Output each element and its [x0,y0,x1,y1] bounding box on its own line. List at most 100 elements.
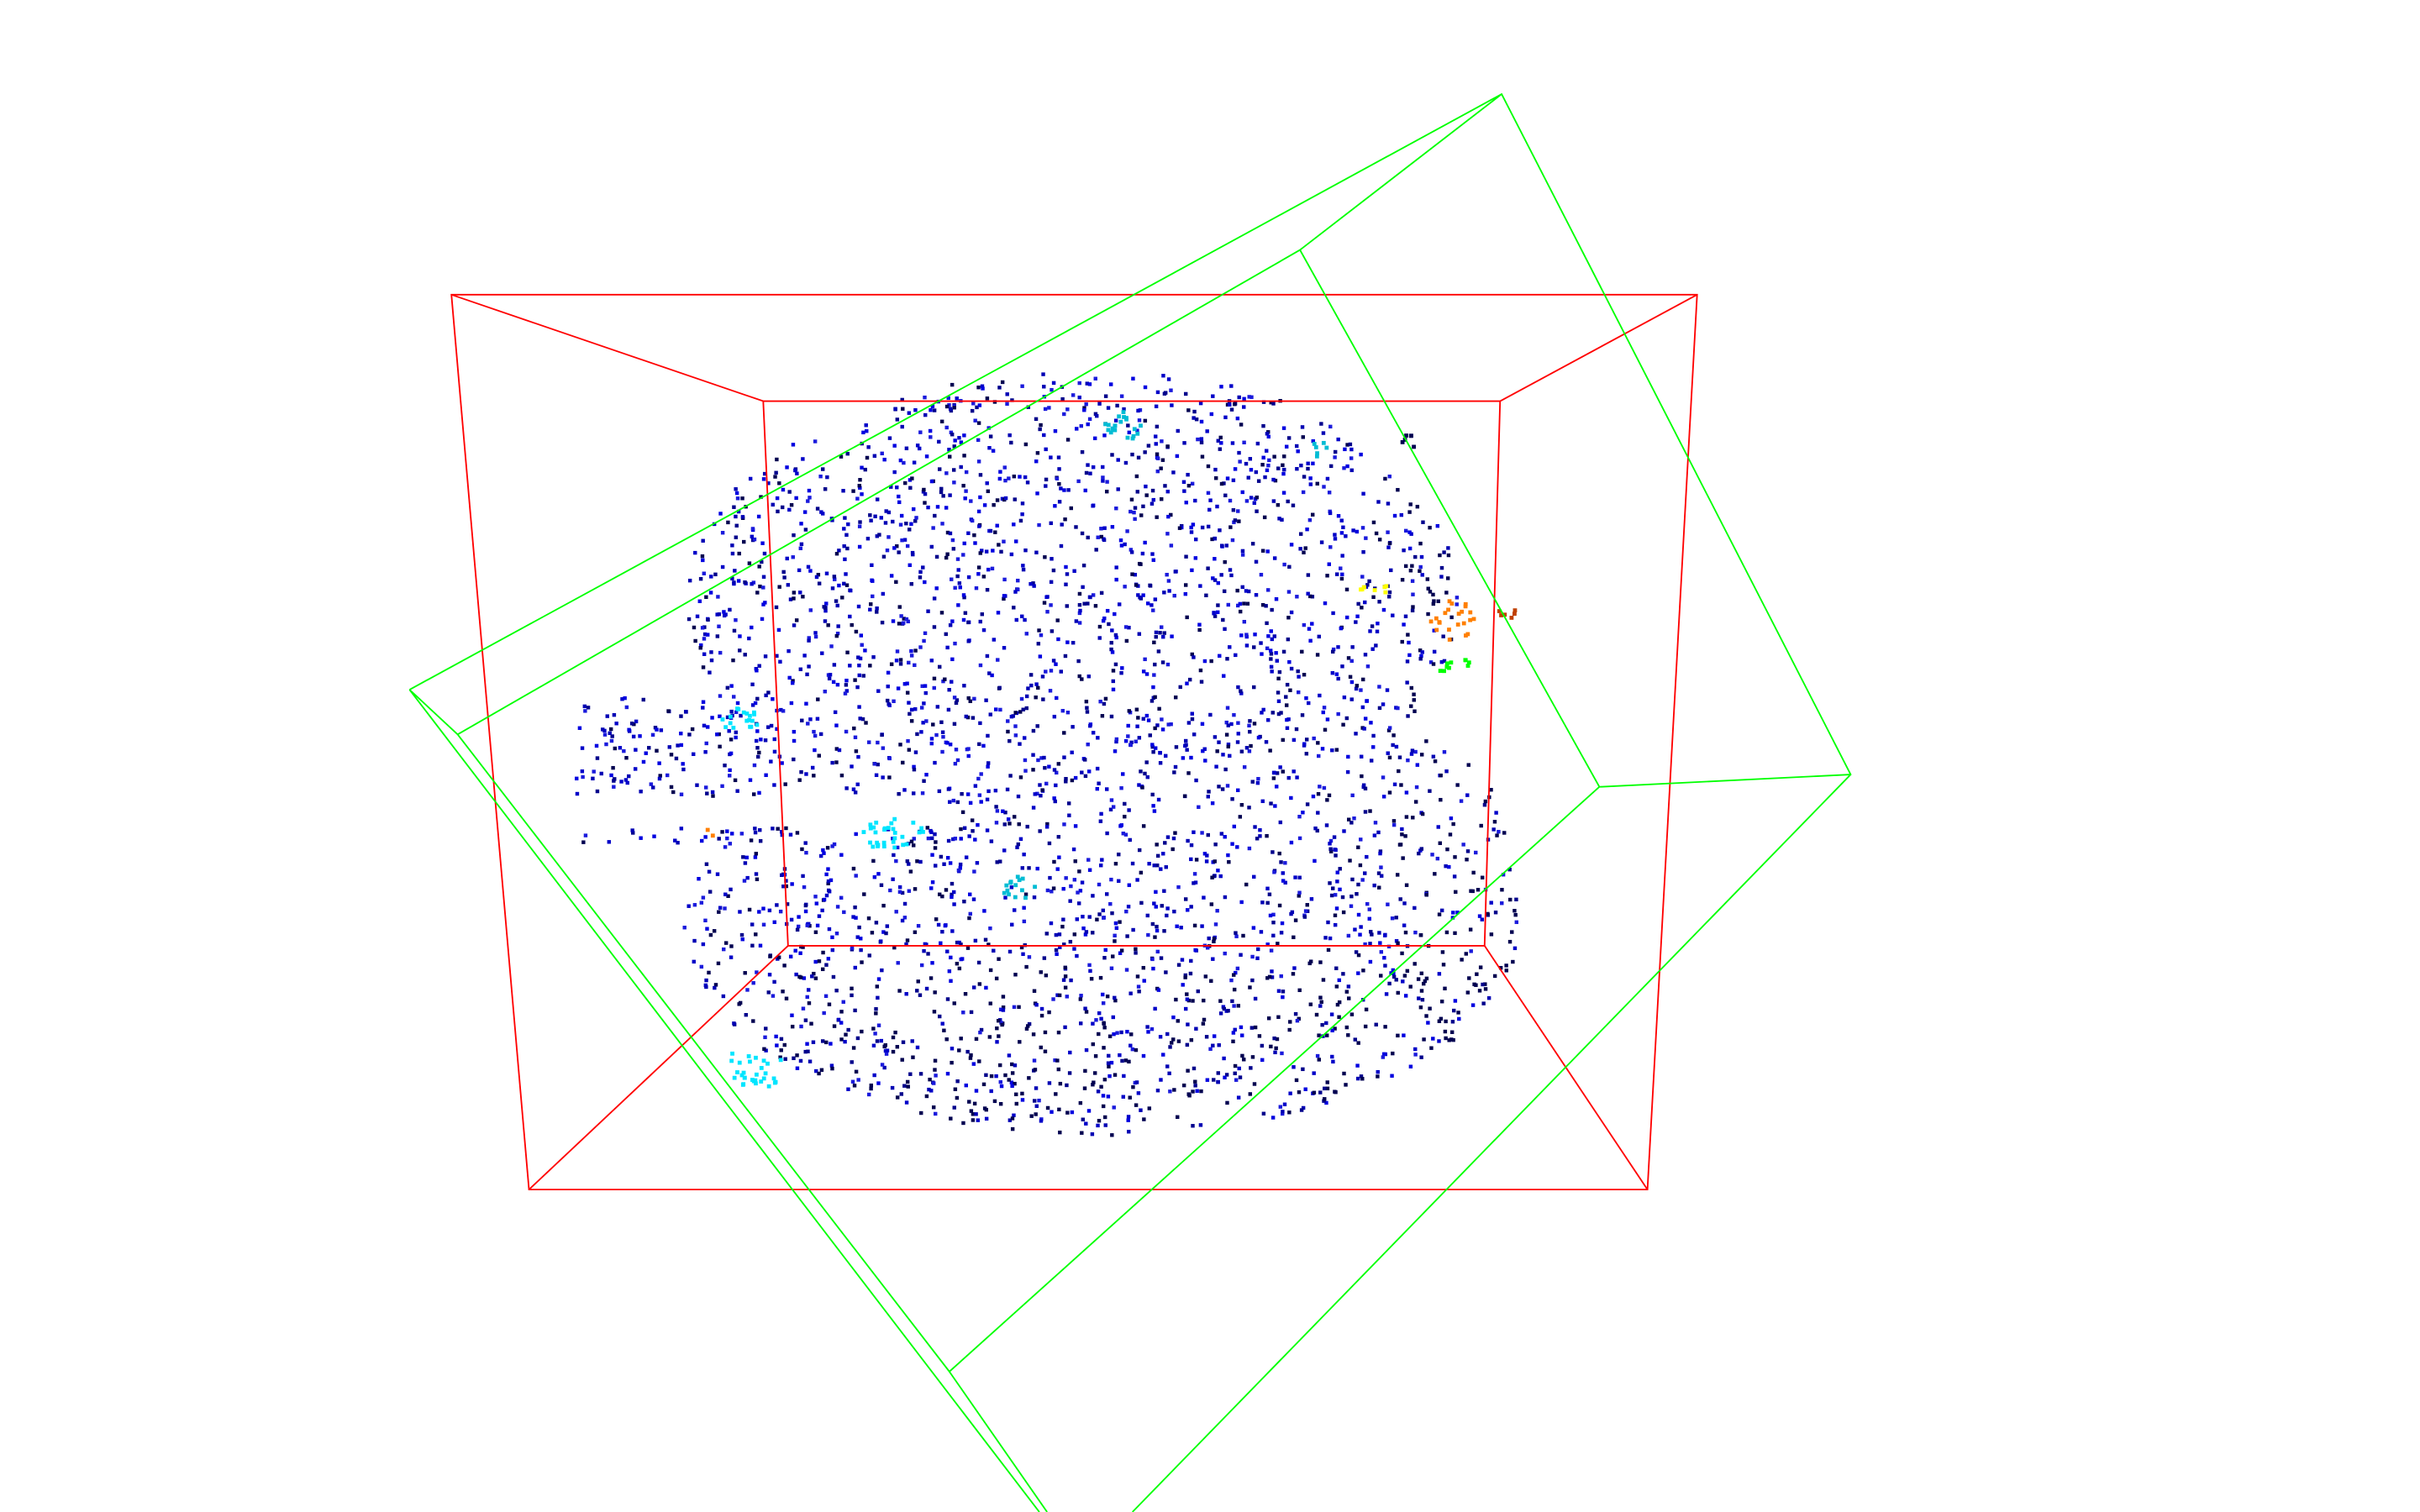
point [1218,654,1222,658]
point [812,729,816,734]
point [1449,816,1454,821]
point [1271,477,1276,482]
point [1181,756,1186,760]
point [924,773,929,777]
point [1085,706,1089,710]
point [1043,555,1047,559]
point [1206,832,1210,837]
point [807,488,812,493]
point [948,454,952,459]
point [1220,543,1224,548]
point [1514,920,1519,925]
point [1136,408,1140,413]
point [722,610,726,614]
outlier-point [763,1071,768,1076]
point [1206,491,1211,496]
point [1413,930,1418,935]
point [1099,1084,1103,1089]
point [791,555,795,559]
point [1426,612,1430,617]
point [1280,1051,1284,1056]
point [1163,484,1167,488]
point [1150,957,1155,962]
point [1081,563,1086,568]
point [1424,1014,1428,1018]
point [1059,543,1064,549]
point [1109,382,1113,386]
point [933,832,937,837]
point [1089,977,1094,981]
point [1288,1020,1292,1024]
point [962,454,966,458]
outlier-point [1412,444,1416,449]
point [1029,683,1034,688]
point [1155,424,1160,429]
point [1327,793,1332,798]
point [1190,568,1194,573]
point [1303,909,1308,913]
point [1237,1066,1241,1071]
point [1249,1026,1255,1030]
point [1323,1097,1327,1101]
point [950,1047,955,1051]
point [1156,797,1161,802]
point [1260,652,1264,656]
point [1354,950,1359,954]
point [1155,452,1160,456]
point [1337,1015,1341,1019]
point [844,689,850,693]
point [748,476,753,481]
point [653,726,658,730]
point [1226,744,1230,748]
point [1363,786,1368,790]
outlier-point [1135,431,1140,436]
point [1168,1045,1172,1049]
point [1200,722,1205,726]
point [918,645,923,649]
point [1164,970,1168,974]
point [798,546,803,550]
point [1156,988,1161,992]
point [1106,1061,1111,1065]
point [1169,543,1174,548]
point [960,957,965,961]
point [1439,908,1444,913]
point [964,489,968,493]
point [1219,573,1223,577]
point [1413,709,1417,713]
point [1052,859,1056,864]
point [1412,698,1416,702]
point [1286,717,1291,722]
point [1460,958,1464,962]
point [669,785,674,790]
point [1344,534,1348,538]
point [1312,1090,1317,1095]
point [1259,641,1263,645]
point [1018,775,1023,780]
outlier-point [1400,440,1405,444]
point [1048,875,1052,880]
point [1160,660,1165,664]
point [834,760,839,764]
point [1115,1031,1119,1035]
point [908,563,912,567]
point [1294,727,1299,732]
point [851,915,855,919]
point [898,458,903,463]
point [1240,1053,1244,1058]
outlier-point [1444,664,1449,669]
point [991,549,995,553]
point [992,1099,997,1104]
point [1282,454,1286,459]
point [799,944,803,949]
point [901,760,905,765]
point [1063,985,1068,990]
point [967,834,971,838]
point [795,471,799,475]
point [755,669,759,673]
outlier-point [772,1080,777,1085]
point [787,675,792,680]
point [980,549,984,553]
